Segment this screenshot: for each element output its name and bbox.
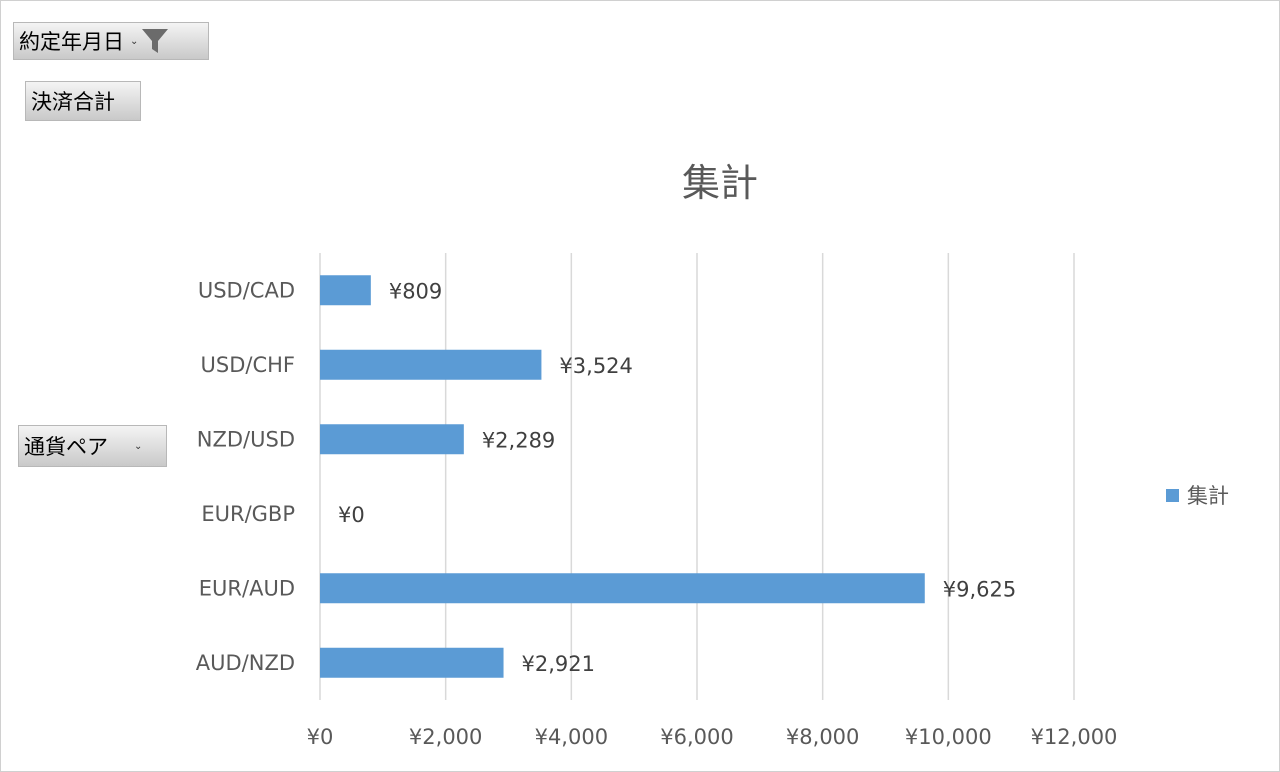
category-label: USD/CHF [201,353,295,377]
category-label: NZD/USD [197,427,295,451]
filter-funnel-icon [142,29,169,53]
legend: 集計 [1166,480,1229,510]
x-tick-label: ¥8,000 [786,725,859,749]
bar [320,573,925,604]
row-field-button[interactable]: 通貨ペア ⌄ [18,425,167,467]
date-filter-button[interactable]: 約定年月日 ⌄ [13,22,209,60]
chevron-down-icon: ⌄ [130,35,139,47]
data-label: ¥809 [389,279,442,303]
x-tick-label: ¥10,000 [905,725,992,749]
category-label: USD/CAD [198,278,295,302]
bar [320,424,464,455]
bar [320,349,542,380]
bar [320,647,504,678]
x-tick-label: ¥12,000 [1031,725,1118,749]
category-label: EUR/AUD [199,576,295,600]
date-filter-label: 約定年月日 [19,30,124,54]
x-tick-label: ¥6,000 [660,725,733,749]
category-label: EUR/GBP [201,502,295,526]
legend-label: 集計 [1187,484,1229,508]
x-tick-label: ¥2,000 [409,725,482,749]
bar [320,275,371,306]
data-label: ¥2,289 [482,428,555,452]
legend-swatch [1166,488,1179,502]
value-field-button[interactable]: 決済合計 [25,81,141,121]
chart-title: 集計 [681,161,758,205]
data-label: ¥2,921 [522,652,595,676]
chevron-down-icon: ⌄ [134,440,143,452]
data-label: ¥9,625 [943,577,1016,601]
row-field-label: 通貨ペア [24,435,108,459]
x-tick-label: ¥0 [307,725,334,749]
x-tick-label: ¥4,000 [535,725,608,749]
category-label: AUD/NZD [196,651,295,675]
value-field-label: 決済合計 [31,90,115,114]
data-label: ¥3,524 [559,354,632,378]
data-label: ¥0 [338,503,365,527]
